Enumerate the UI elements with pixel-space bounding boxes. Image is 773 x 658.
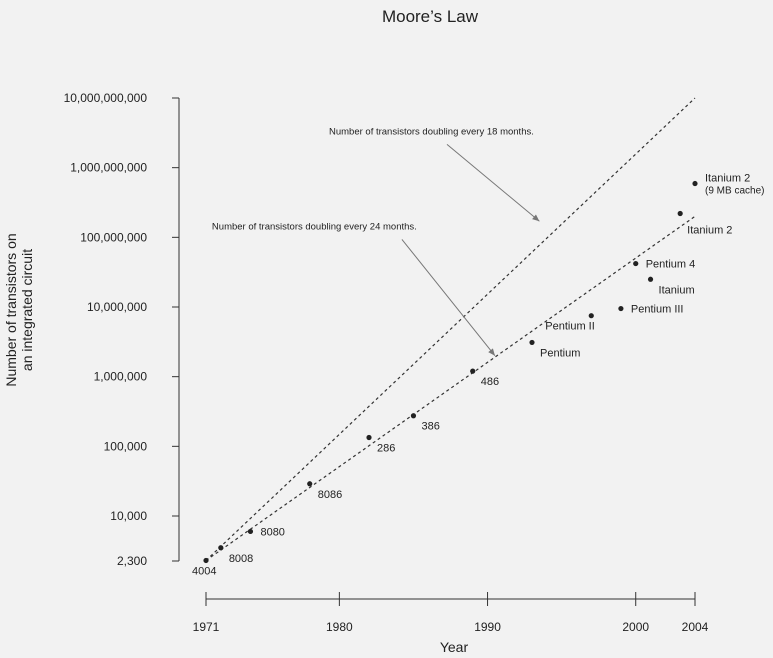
y-tick-label-1-000-000-000: 1,000,000,000 [70,161,147,175]
point-pentium-iii-10 [618,305,624,312]
annotation-arrow-line-2 [401,239,496,357]
point-386-6 [410,413,417,419]
x-tick-label-2004: 2004 [682,620,709,634]
point-label-itanium-2-14: Itanium 2 [705,173,750,185]
point-label-pentium-ii-9: Pentium II [545,321,595,333]
point-label-pentium-iii-10: Pentium III [631,304,684,316]
point-itanium-12 [647,276,654,282]
point-8080-3 [247,528,254,535]
point-8086-4 [307,481,313,487]
point-286-5 [366,434,372,441]
annotation-arrowhead-1 [532,214,540,222]
point-label-486-7: 486 [481,376,499,388]
point-label-386-6: 386 [421,421,439,433]
y-axis-ticks: 2,300 10,000 100,000 1,000,000 10,000,000 100… [64,91,179,568]
x-tick-label-2000: 2000 [622,620,649,634]
point-label-4004-1: 4004 [192,565,216,577]
point-4004-1 [203,557,209,564]
y-tick-label-2-300: 2,300 [117,554,147,568]
x-tick-label-1990: 1990 [474,620,501,634]
y-tick-label-100-000-000: 100,000,000 [80,230,147,244]
y-axis-label: Number of transistors on an integrated c… [3,233,35,386]
point-8008-2 [218,545,224,551]
y-tick-label-10-000-000-000: 10,000,000,000 [64,91,148,105]
chart-title: Moore’s Law [382,7,479,26]
point-label-itanium-12: Itanium [659,284,695,296]
point-label-8008-2: 8008 [229,553,253,565]
trend-line-2 [205,215,696,561]
x-axis-ticks: 1971 1980 1990 2000 2004 [193,592,709,634]
trend-line-1 [205,97,696,561]
y-tick-label-100-000: 100,000 [104,439,148,453]
point-label-8086-4: 8086 [318,489,342,501]
point-pentium-8 [529,339,535,346]
x-tick-label-1980: 1980 [326,620,353,634]
annotation-arrow-line-1 [446,144,540,222]
point-label-extra-itanium-2-14: (9 MB cache) [705,186,764,197]
point-pentium-ii-9 [588,313,594,319]
annotation-arrowhead-2 [488,348,495,356]
y-axis-label-line-2: an integrated circuit [19,249,35,371]
annotation-text-1: Number of transistors doubling every 18 … [329,126,534,137]
point-pentium-4-11 [633,260,639,267]
point-label-pentium-8: Pentium [540,347,580,359]
annotations: Number of transistors doubling every 18 … [212,126,540,357]
y-tick-label-1-000-000: 1,000,000 [94,370,148,384]
annotation-text-2: Number of transistors doubling every 24 … [212,221,417,232]
y-tick-label-10-000-000: 10,000,000 [87,300,147,314]
x-tick-label-1971: 1971 [193,620,220,634]
point-label-286-5: 286 [377,442,395,454]
y-axis-label-line-1: Number of transistors on [3,233,19,386]
y-tick-label-10-000: 10,000 [110,509,147,523]
point-label-pentium-4-11: Pentium 4 [646,259,696,271]
point-label-8080-3: 8080 [260,526,284,538]
x-axis-label: Year [440,639,469,655]
point-itanium-2-13 [677,210,683,217]
trend-lines [205,97,696,561]
point-itanium-2-14 [692,180,698,187]
data-points: 4004 8008 8080 8086 286 386 486 Pentium Pentium … [192,173,764,578]
point-label-itanium-2-13: Itanium 2 [687,224,732,236]
point-486-7 [470,368,476,374]
